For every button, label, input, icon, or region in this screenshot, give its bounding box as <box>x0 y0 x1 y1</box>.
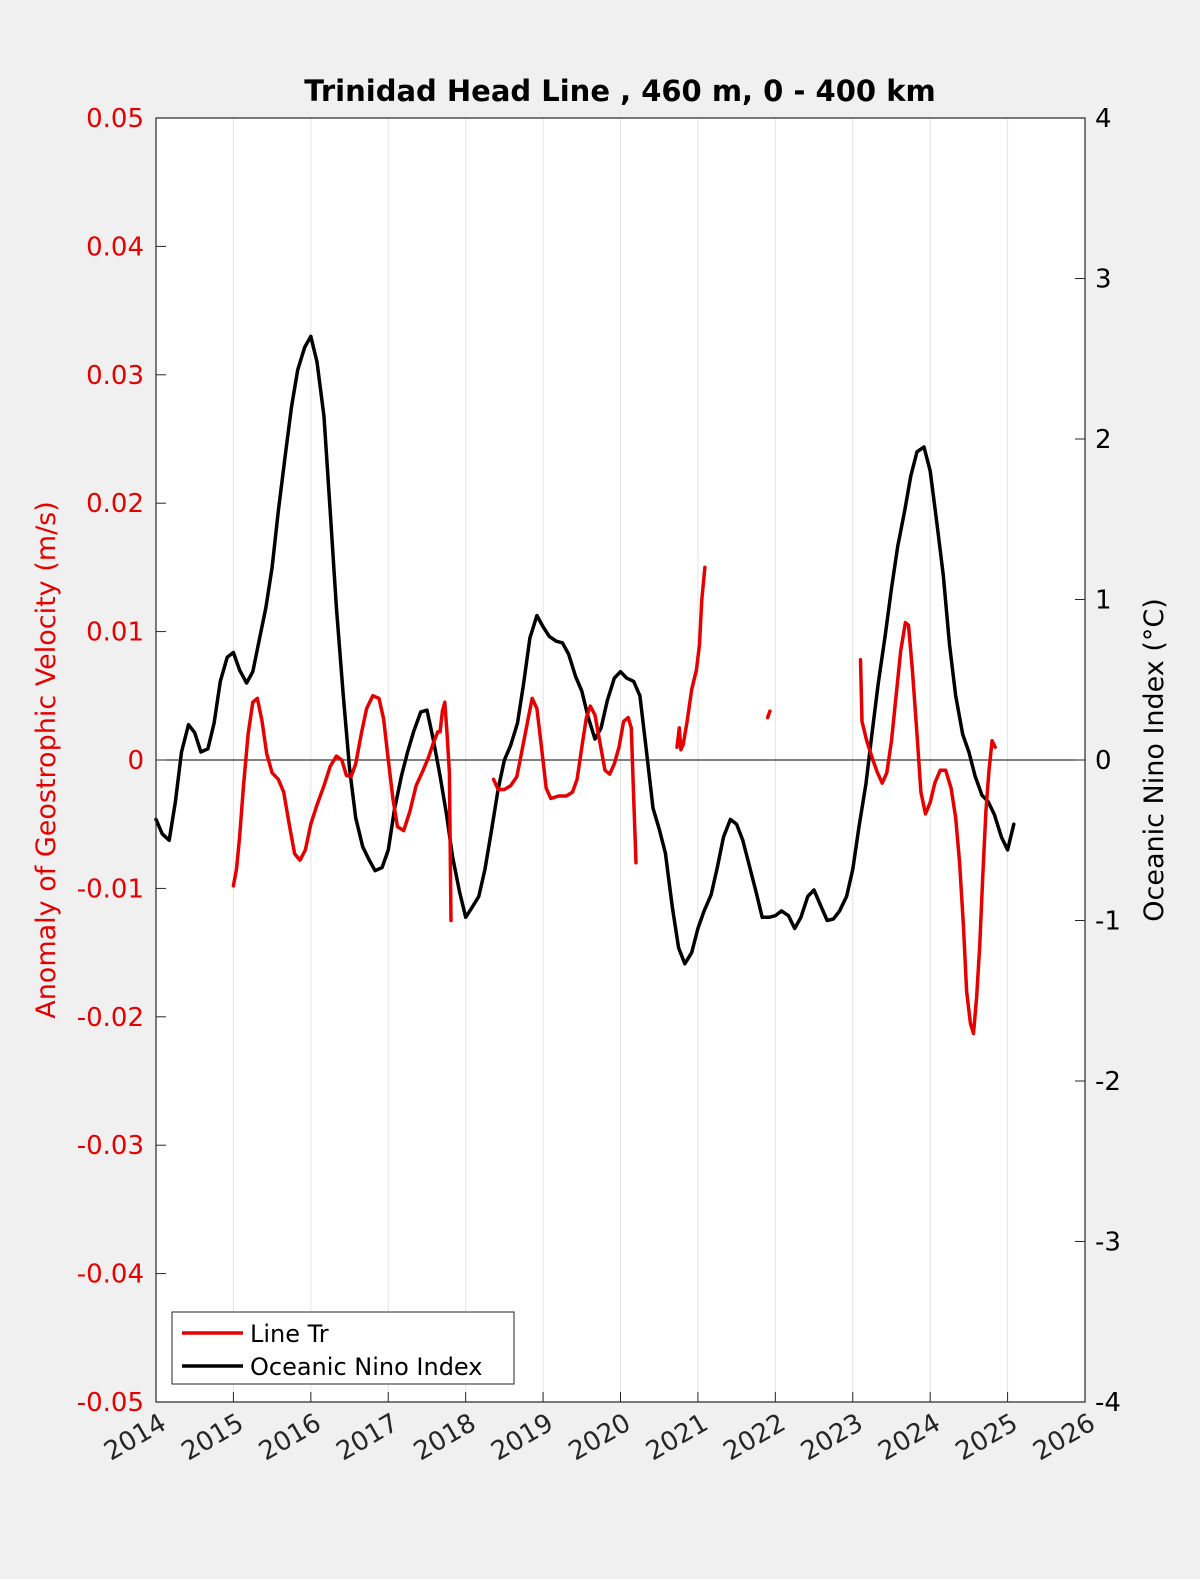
right-y-tick-label: 4 <box>1095 104 1112 134</box>
left-y-tick-label: 0 <box>127 746 144 776</box>
left-y-tick-label: -0.03 <box>77 1131 144 1161</box>
left-y-tick-label: -0.04 <box>77 1260 144 1290</box>
left-y-tick-label: 0.05 <box>86 104 144 134</box>
right-axis-label: Oceanic Nino Index (°C) <box>1139 598 1170 922</box>
line-tr-series-segment <box>858 620 997 1036</box>
right-y-tick-label: -2 <box>1095 1067 1121 1097</box>
legend-box <box>171 1311 515 1385</box>
left-y-tick-label: 0.03 <box>86 361 144 391</box>
left-y-tick-label: 0.01 <box>86 618 144 648</box>
right-y-tick-label: 2 <box>1095 425 1112 455</box>
line-tr-series-segment <box>765 709 772 720</box>
right-y-tick-label: -4 <box>1095 1388 1121 1418</box>
right-y-tick-label: -3 <box>1095 1228 1121 1258</box>
legend-label-line-tr: Line Tr <box>250 1320 329 1348</box>
right-y-tick-label: 3 <box>1095 265 1112 295</box>
left-y-tick-label: 0.04 <box>86 232 144 262</box>
left-y-tick-label: -0.02 <box>77 1003 144 1033</box>
legend-label-oni: Oceanic Nino Index <box>250 1353 482 1381</box>
right-y-tick-label: 0 <box>1095 746 1112 776</box>
left-y-tick-label: -0.01 <box>77 874 144 904</box>
right-y-tick-label: -1 <box>1095 907 1121 937</box>
line-tr-series-segment <box>491 696 638 865</box>
series-layer <box>154 334 1016 1036</box>
oni-series-segment <box>154 334 1016 966</box>
right-y-tick-label: 1 <box>1095 586 1112 616</box>
left-y-tick-label: 0.02 <box>86 489 144 519</box>
line-tr-series-segment <box>675 565 707 752</box>
left-y-tick-label: -0.05 <box>77 1388 144 1418</box>
left-axis-label: Anomaly of Geostrophic Velocity (m/s) <box>31 501 62 1019</box>
line-tr-series-segment <box>231 694 453 923</box>
chart-title: Trinidad Head Line , 460 m, 0 - 400 km <box>304 74 935 108</box>
legend: Line Tr Oceanic Nino Index <box>171 1311 515 1385</box>
